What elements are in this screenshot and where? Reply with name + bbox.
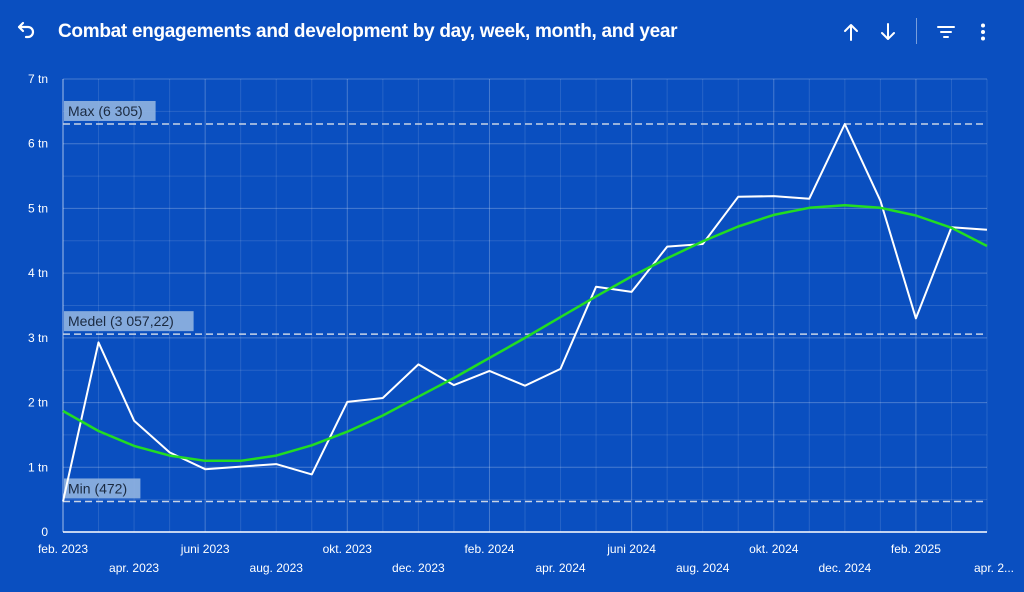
x-tick-label: apr. 2024 (536, 561, 586, 575)
chart-header: Combat engagements and development by da… (0, 0, 1024, 64)
series-line-actual (62, 123, 988, 502)
x-tick-label: feb. 2025 (891, 542, 941, 556)
x-tick-label: feb. 2024 (464, 542, 514, 556)
filter-icon[interactable] (934, 20, 958, 44)
y-tick-label: 3 tn (28, 331, 48, 345)
y-tick-label: 6 tn (28, 137, 48, 151)
reference-label: Min (472) (68, 480, 127, 496)
x-tick-label: okt. 2023 (323, 542, 373, 556)
back-icon[interactable] (14, 20, 38, 44)
y-tick-label: 5 tn (28, 201, 48, 215)
y-tick-label: 7 tn (28, 72, 48, 86)
x-tick-label: dec. 2023 (392, 561, 445, 575)
x-tick-label: feb. 2023 (38, 542, 88, 556)
arrow-down-icon[interactable] (876, 20, 900, 44)
x-tick-label: apr. 2... (974, 561, 1014, 575)
reference-label-box (64, 478, 141, 499)
gridlines (62, 78, 988, 533)
more-vert-icon[interactable] (971, 20, 995, 44)
chart-title: Combat engagements and development by da… (58, 21, 678, 42)
series-lines (62, 123, 988, 502)
y-tick-label: 4 tn (28, 266, 48, 280)
reference-lines: Max (6 305) Medel (3 057,22) Min (472) (63, 100, 987, 503)
y-tick-label: 1 tn (28, 460, 48, 474)
reference-label: Max (6 305) (68, 103, 143, 119)
x-axis-ticks: feb. 2023 apr. 2023 juni 2023 aug. 2023 okt.… (38, 542, 1014, 575)
y-axis-ticks: 0 1 tn 2 tn 3 tn 4 tn 5 tn 6 tn 7 tn (28, 72, 48, 539)
x-tick-label: aug. 2023 (250, 561, 304, 575)
series-line-trend (62, 203, 988, 463)
reference-label-box (64, 100, 156, 121)
toolbar-divider (916, 18, 917, 44)
y-tick-label: 0 (41, 525, 48, 539)
x-tick-label: apr. 2023 (109, 561, 159, 575)
arrow-up-icon[interactable] (839, 20, 863, 44)
reference-label-box (64, 311, 194, 332)
x-tick-label: juni 2023 (180, 542, 230, 556)
y-tick-label: 2 tn (28, 396, 48, 410)
x-tick-label: aug. 2024 (676, 561, 730, 575)
reference-label: Medel (3 057,22) (68, 313, 174, 329)
x-tick-label: okt. 2024 (749, 542, 799, 556)
x-tick-label: juni 2024 (606, 542, 656, 556)
x-tick-label: dec. 2024 (818, 561, 871, 575)
